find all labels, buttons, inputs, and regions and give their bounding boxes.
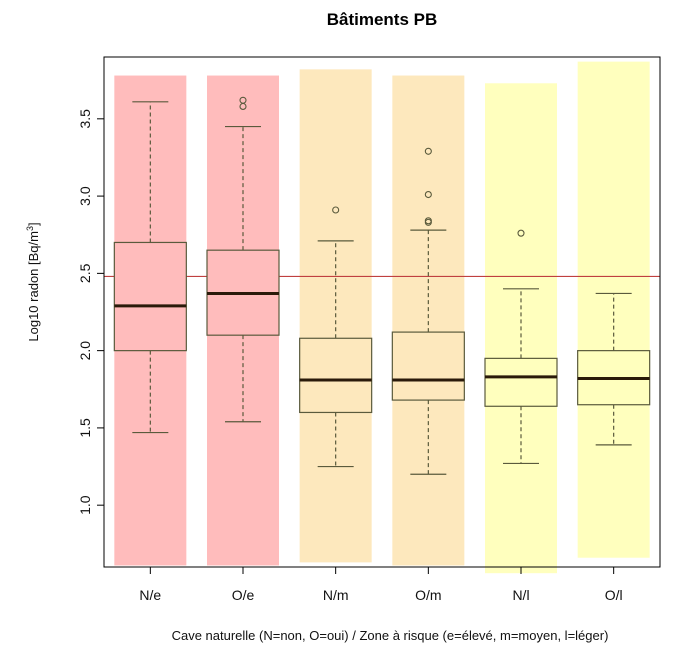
box-iqr — [485, 358, 557, 406]
x-tick-label: O/e — [232, 587, 255, 603]
background-bands — [114, 62, 649, 574]
y-tick-label: 3.0 — [77, 186, 93, 206]
background-band-O-l — [578, 62, 650, 558]
x-axis-label: Cave naturelle (N=non, O=oui) / Zone à r… — [172, 628, 609, 643]
plot-area-frame — [104, 57, 660, 567]
x-tick-label: N/l — [512, 587, 529, 603]
x-tick-label: N/e — [139, 587, 161, 603]
background-band-O-m — [392, 76, 464, 566]
y-tick-label: 3.5 — [77, 109, 93, 129]
box-iqr — [392, 332, 464, 400]
y-axis-label-main: Log10 radon [Bq/m — [26, 231, 41, 342]
x-tick-label: O/l — [605, 587, 623, 603]
boxes — [114, 97, 649, 474]
y-tick-label: 1.5 — [77, 418, 93, 438]
y-axis-label-tail: ] — [26, 222, 41, 226]
box-iqr — [300, 338, 372, 412]
chart-title: Bâtiments PB — [327, 10, 438, 29]
y-tick-label: 2.0 — [77, 341, 93, 361]
x-tick-label: O/m — [415, 587, 441, 603]
y-tick-label: 2.5 — [77, 263, 93, 283]
box-iqr — [114, 242, 186, 350]
y-axis-label: Log10 radon [Bq/m3] — [25, 222, 41, 341]
x-tick-label: N/m — [323, 587, 349, 603]
y-tick-label: 1.0 — [77, 495, 93, 515]
